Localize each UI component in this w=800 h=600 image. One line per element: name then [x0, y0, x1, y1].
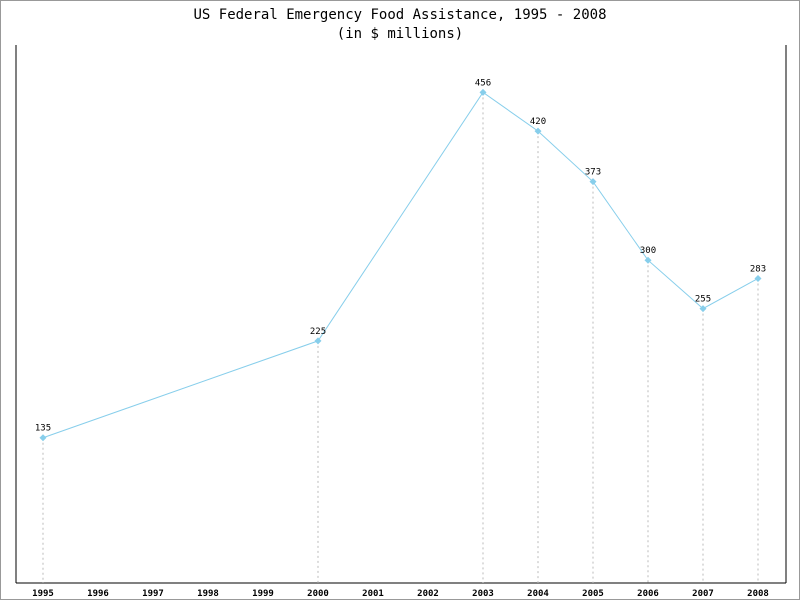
x-tick-label: 1997 — [142, 589, 164, 599]
x-tick-label: 2003 — [472, 589, 494, 599]
data-label: 456 — [475, 78, 491, 88]
x-tick-label: 2002 — [417, 589, 439, 599]
data-point-marker — [534, 127, 542, 135]
x-tick-label: 2007 — [692, 589, 714, 599]
x-tick-label: 1999 — [252, 589, 274, 599]
x-tick-label: 1996 — [87, 589, 109, 599]
x-tick-label: 2000 — [307, 589, 329, 599]
chart-subtitle: (in $ millions) — [337, 26, 463, 42]
x-tick-label: 2005 — [582, 589, 604, 599]
data-point-marker — [754, 274, 762, 282]
data-label: 225 — [310, 327, 326, 337]
x-tick-label: 2008 — [747, 589, 769, 599]
data-point-marker — [479, 88, 487, 96]
chart-title: US Federal Emergency Food Assistance, 19… — [193, 7, 606, 23]
x-tick-label: 2004 — [527, 589, 549, 599]
series-line — [42, 91, 759, 439]
x-tick-label: 2006 — [637, 589, 659, 599]
data-label: 373 — [585, 168, 601, 178]
data-point-marker — [589, 178, 597, 186]
data-label: 283 — [750, 264, 766, 274]
x-tick-label: 1995 — [32, 589, 54, 599]
x-tick-label: 2001 — [362, 589, 384, 599]
x-tick-label: 1998 — [197, 589, 219, 599]
data-point-marker — [644, 256, 652, 264]
data-point-marker — [39, 434, 47, 442]
data-label: 300 — [640, 246, 656, 256]
data-point-marker — [314, 337, 322, 345]
data-label: 255 — [695, 295, 711, 305]
data-label: 135 — [35, 424, 51, 434]
data-label: 420 — [530, 117, 546, 127]
data-point-marker — [699, 305, 707, 313]
